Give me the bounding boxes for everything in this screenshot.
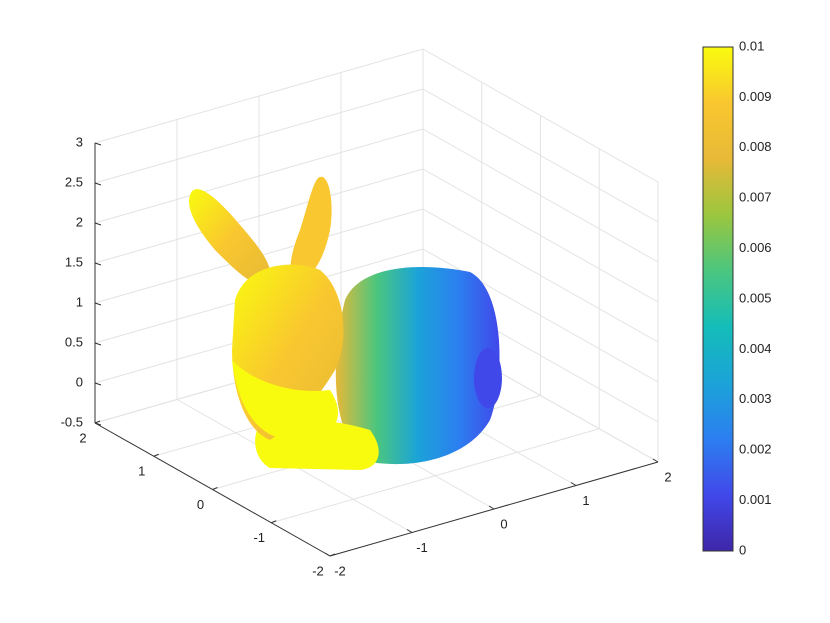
tick-mark — [94, 342, 102, 346]
colorbar-tick-label: 0.006 — [739, 240, 772, 255]
grid-line — [94, 48, 424, 144]
x-tick-label: 2 — [664, 469, 671, 484]
tick-mark — [94, 420, 101, 424]
bunny-ear — [290, 176, 332, 282]
grid-line — [422, 208, 659, 343]
colorbar-tick-label: 0.005 — [739, 290, 772, 305]
tick-mark — [324, 552, 331, 557]
colorbar-tick-label: 0 — [739, 542, 746, 557]
grid-line — [94, 168, 424, 264]
z-tick-label: 1.5 — [65, 254, 83, 269]
tick-mark — [94, 222, 102, 226]
grid-line — [271, 428, 600, 524]
x-tick-label: 0 — [500, 516, 507, 531]
tick-mark — [94, 142, 102, 146]
colorbar-tick-label: 0.002 — [739, 442, 772, 457]
z-tick-label: 0 — [76, 374, 83, 389]
grid-line — [422, 88, 659, 223]
grid-line — [94, 88, 424, 184]
grid-line — [422, 48, 659, 183]
z-tick-label: 2 — [76, 214, 83, 229]
tick-mark — [652, 458, 659, 463]
y-tick-label: 0 — [197, 497, 204, 512]
x-tick-label: -2 — [334, 563, 346, 578]
y-tick-label: -2 — [312, 563, 324, 578]
axes: -2-1012-2-1012-0.500.511.522.5300.0010.0… — [61, 38, 772, 578]
tick-mark — [94, 302, 102, 306]
y-tick-label: 1 — [138, 464, 145, 479]
z-tick-label: -0.5 — [61, 414, 83, 429]
colorbar-tick-label: 0.008 — [739, 139, 772, 154]
y-tick-label: -1 — [253, 530, 265, 545]
z-tick-label: 3 — [76, 134, 83, 149]
colorbar-tick-label: 0.003 — [739, 391, 772, 406]
tick-mark — [94, 382, 102, 386]
z-tick-label: 2.5 — [65, 174, 83, 189]
bunny-ear — [189, 189, 272, 286]
grid-line — [422, 128, 659, 263]
x-tick-label: -1 — [416, 540, 428, 555]
tick-mark — [94, 422, 102, 426]
colorbar-tick-label: 0.004 — [739, 341, 772, 356]
point-cloud — [189, 176, 502, 470]
z-tick-label: 1 — [76, 294, 83, 309]
tick-mark — [570, 482, 577, 486]
colorbar-tick-label: 0.007 — [739, 190, 772, 205]
colorbar-tick-label: 0.001 — [739, 492, 772, 507]
tick-mark — [271, 520, 277, 524]
x-tick-label: 1 — [582, 493, 589, 508]
z-tick-label: 0.5 — [65, 334, 83, 349]
tick-mark — [329, 553, 336, 557]
colorbar-tick-label: 0.009 — [739, 89, 772, 104]
y-tick-label: 2 — [79, 430, 86, 445]
tick-mark — [94, 182, 102, 186]
tick-mark — [488, 505, 495, 510]
colorbar-tick-label: 0.01 — [739, 38, 764, 53]
colorbar — [702, 46, 734, 552]
bunny-chest — [232, 360, 339, 441]
tick-mark — [212, 487, 218, 490]
bunny-body — [335, 267, 500, 465]
tick-mark — [406, 529, 413, 533]
grid-line — [422, 168, 659, 303]
tick-mark — [153, 453, 159, 457]
grid-line — [94, 128, 424, 224]
tick-mark — [94, 262, 102, 266]
bunny-tail — [474, 348, 502, 408]
